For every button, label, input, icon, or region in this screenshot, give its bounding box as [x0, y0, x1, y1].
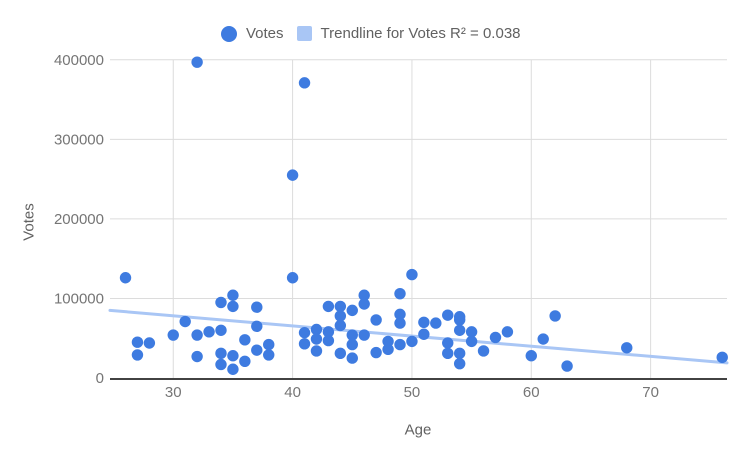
data-point[interactable] — [477, 345, 490, 357]
y-tick-label: 0 — [96, 370, 104, 387]
data-point[interactable] — [465, 335, 478, 348]
data-point[interactable] — [191, 329, 203, 341]
data-point[interactable] — [298, 326, 311, 339]
x-tick-label: 30 — [165, 384, 182, 401]
y-tick-label: 400000 — [54, 52, 104, 69]
data-point[interactable] — [215, 358, 227, 371]
data-point[interactable] — [191, 350, 203, 363]
data-point[interactable] — [143, 337, 156, 349]
data-point[interactable] — [501, 326, 514, 338]
data-point[interactable] — [442, 337, 454, 349]
data-point[interactable] — [322, 334, 335, 347]
data-point[interactable] — [358, 289, 370, 301]
data-point[interactable] — [418, 328, 430, 340]
trendline[interactable] — [108, 308, 729, 365]
legend-item-votes[interactable]: Votes — [221, 25, 284, 42]
data-point[interactable] — [442, 309, 454, 321]
data-point[interactable] — [418, 316, 430, 329]
data-point[interactable] — [346, 329, 358, 341]
data-point[interactable] — [358, 298, 370, 310]
data-point[interactable] — [394, 317, 406, 329]
data-point[interactable] — [489, 331, 502, 344]
y-tick-label: 100000 — [54, 290, 104, 307]
data-point[interactable] — [334, 300, 347, 313]
data-point[interactable] — [394, 338, 406, 351]
data-point[interactable] — [227, 350, 239, 362]
data-point[interactable] — [537, 333, 549, 345]
data-point[interactable] — [442, 347, 454, 360]
legend-votes-label: Votes — [246, 25, 284, 42]
data-point[interactable] — [453, 347, 466, 360]
data-point[interactable] — [179, 315, 191, 328]
data-point[interactable] — [215, 347, 227, 360]
x-tick-label: 40 — [284, 384, 301, 401]
data-point[interactable] — [131, 349, 144, 361]
data-point[interactable] — [251, 320, 263, 332]
data-point[interactable] — [453, 314, 466, 326]
data-point[interactable] — [298, 77, 311, 89]
data-point[interactable] — [227, 363, 239, 375]
data-point[interactable] — [227, 289, 239, 301]
data-point[interactable] — [430, 317, 442, 329]
data-point[interactable] — [465, 326, 478, 338]
data-point[interactable] — [382, 335, 394, 348]
data-point[interactable] — [286, 272, 299, 284]
x-tick-label: 50 — [404, 384, 421, 401]
data-point[interactable] — [310, 345, 323, 357]
data-point[interactable] — [370, 346, 382, 359]
data-point[interactable] — [370, 314, 382, 326]
data-point[interactable] — [406, 335, 418, 348]
data-point[interactable] — [239, 355, 251, 367]
data-point[interactable] — [549, 310, 561, 322]
data-point[interactable] — [310, 323, 323, 336]
data-point[interactable] — [334, 347, 347, 360]
x-tick-label: 70 — [642, 384, 659, 401]
data-point[interactable] — [561, 360, 573, 372]
data-point[interactable] — [406, 268, 418, 281]
data-point[interactable] — [525, 350, 537, 362]
data-point[interactable] — [286, 169, 299, 181]
series-dot-icon — [221, 25, 237, 42]
data-point[interactable] — [394, 287, 406, 300]
y-tick-label: 200000 — [54, 211, 104, 228]
data-point[interactable] — [239, 334, 251, 346]
data-point[interactable] — [251, 301, 263, 313]
data-point[interactable] — [346, 338, 358, 351]
data-point[interactable] — [119, 272, 132, 284]
data-point[interactable] — [358, 329, 370, 341]
data-point[interactable] — [334, 310, 347, 322]
data-point[interactable] — [716, 351, 728, 364]
data-point[interactable] — [382, 343, 394, 356]
legend: Votes Trendline for Votes R² = 0.038 — [221, 25, 521, 42]
trendline-swatch-icon — [296, 26, 312, 41]
data-point[interactable] — [215, 296, 227, 309]
data-point[interactable] — [621, 342, 633, 354]
data-point[interactable] — [310, 333, 323, 345]
x-tick-label: 60 — [523, 384, 540, 401]
data-point[interactable] — [322, 326, 335, 338]
data-point[interactable] — [453, 357, 466, 370]
data-point[interactable] — [263, 338, 275, 351]
data-point[interactable] — [322, 300, 335, 313]
y-tick-label: 300000 — [54, 131, 104, 148]
data-point[interactable] — [251, 344, 263, 356]
data-point[interactable] — [394, 308, 406, 321]
data-point[interactable] — [167, 329, 179, 341]
data-point[interactable] — [346, 352, 358, 364]
data-point[interactable] — [346, 304, 358, 317]
data-point[interactable] — [215, 324, 227, 336]
data-point[interactable] — [227, 300, 239, 313]
legend-trendline-label: Trendline for Votes R² = 0.038 — [320, 25, 521, 42]
data-point[interactable] — [298, 338, 311, 350]
data-point[interactable] — [131, 336, 144, 348]
data-point[interactable] — [203, 326, 215, 338]
x-axis-title: Age — [404, 421, 432, 439]
legend-item-trendline[interactable]: Trendline for Votes R² = 0.038 — [296, 25, 521, 42]
data-point[interactable] — [263, 349, 275, 361]
data-point[interactable] — [334, 319, 347, 332]
data-point[interactable] — [191, 56, 203, 68]
data-point[interactable] — [453, 324, 466, 336]
